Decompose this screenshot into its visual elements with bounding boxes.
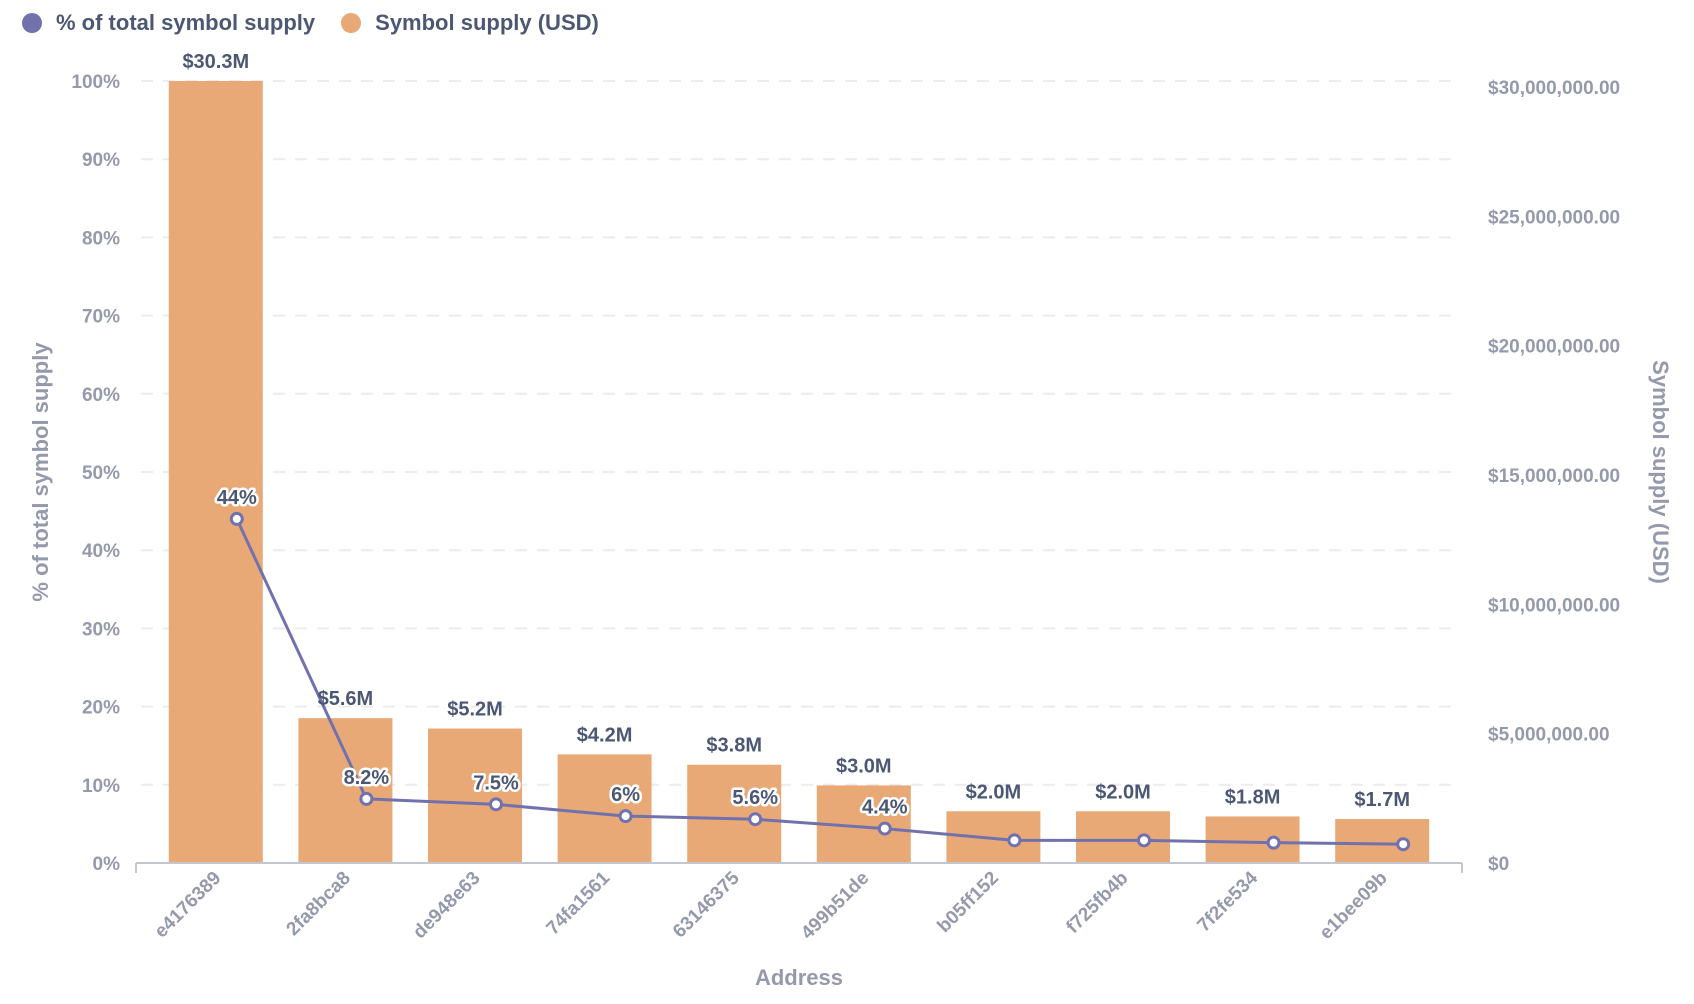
y-left-tick-label: 40% <box>82 541 120 562</box>
y-right-tick-label: $0 <box>1488 854 1509 875</box>
bar-value-label: $3.8M <box>706 735 762 757</box>
point-value-label: 44% <box>217 487 257 509</box>
line-point <box>748 812 763 827</box>
line-point <box>489 797 503 812</box>
legend-dot-percent <box>22 13 42 33</box>
data-labels: $30.3M $5.6M $5.2M $4.2M $3.8M $3.0M $2.0M $2.0… <box>182 51 1410 821</box>
x-tick-label: 74fa1561 <box>543 867 615 939</box>
line-series <box>229 511 1411 852</box>
y-left-tick-label: 0% <box>93 854 121 875</box>
bar <box>428 728 522 863</box>
line-point <box>1137 833 1151 848</box>
x-tick-label: de948e63 <box>409 868 484 943</box>
x-tick-label: b05ff152 <box>934 868 1003 937</box>
legend-label-percent: % of total symbol supply <box>56 10 316 35</box>
legend-dot-usd <box>341 13 362 33</box>
line-point <box>229 511 244 526</box>
series-line <box>235 518 1404 846</box>
point-value-label: 4.4% <box>862 797 908 819</box>
y-left-tick-label: 60% <box>82 385 120 406</box>
bar <box>687 764 782 863</box>
x-tick-label: 7f2fe534 <box>1194 867 1263 936</box>
bar-value-label: $1.8M <box>1225 786 1281 808</box>
bar-value-label: $4.2M <box>577 724 633 746</box>
point-value-label: 7.5% <box>473 772 519 794</box>
x-tick-label: e1bee09b <box>1316 868 1392 944</box>
gridlines <box>141 80 1457 786</box>
point-value-label: 6% <box>611 784 640 806</box>
bar <box>557 754 652 863</box>
bar-value-label: $30.3M <box>182 51 249 73</box>
bar-value-label: $3.0M <box>836 755 892 777</box>
x-tick-label: 499b51de <box>797 868 873 944</box>
line-point <box>618 809 633 824</box>
x-tick-label: 2fa8bca8 <box>283 868 355 940</box>
line-point <box>359 791 374 806</box>
x-axis-title: Address <box>755 965 843 990</box>
bar <box>168 81 263 863</box>
y-left-tick-label: 10% <box>82 776 120 797</box>
y-axis-right-title: Symbol supply (USD) <box>1648 360 1673 584</box>
y-right-tick-label: $30,000,000.00 <box>1488 78 1620 99</box>
bar-value-label: $5.6M <box>318 688 374 710</box>
y-left-tick-label: 50% <box>82 463 120 484</box>
bar <box>1076 811 1170 863</box>
y-right-tick-label: $5,000,000.00 <box>1488 725 1610 746</box>
y-left-tick-label: 80% <box>82 228 120 249</box>
bar-value-label: $2.0M <box>1095 781 1151 803</box>
y-right-tick-label: $15,000,000.00 <box>1488 466 1620 487</box>
y-left-tick-label: 70% <box>82 307 120 328</box>
y-axis-left-title: % of total symbol supply <box>28 342 53 602</box>
x-tick-label: f725fb4b <box>1062 868 1132 938</box>
bars <box>168 81 1430 863</box>
bar <box>1205 816 1300 863</box>
legend-item-usd[interactable]: Symbol supply (USD) <box>341 10 599 36</box>
legend-item-percent[interactable]: % of total symbol supply <box>22 10 315 36</box>
y-right-tick-label: $10,000,000.00 <box>1488 595 1620 616</box>
line-point <box>1396 837 1411 852</box>
y-right-tick-label: $25,000,000.00 <box>1488 207 1620 228</box>
x-tick-label: e4176389 <box>151 868 226 943</box>
legend-label-usd: Symbol supply (USD) <box>375 10 599 35</box>
y-left-tick-label: 30% <box>82 619 120 640</box>
point-value-label: 8.2% <box>344 767 390 789</box>
y-right-tick-label: $20,000,000.00 <box>1488 337 1620 358</box>
y-left-tick-label: 100% <box>71 72 120 93</box>
line-point <box>1266 835 1281 850</box>
y-left-tick-label: 90% <box>82 150 120 171</box>
legend: % of total symbol supply Symbol supply (… <box>22 10 599 36</box>
y-left-tick-label: 20% <box>82 698 120 719</box>
bar-value-label: $1.7M <box>1354 789 1410 811</box>
x-tick-label: 63146375 <box>669 867 744 942</box>
line-point <box>1007 833 1022 848</box>
bar-value-label: $2.0M <box>966 781 1022 803</box>
line-point <box>877 821 892 836</box>
bar-value-label: $5.2M <box>447 698 503 720</box>
bar <box>298 718 393 863</box>
point-value-label: 5.6% <box>732 787 778 809</box>
bar <box>1335 819 1430 863</box>
